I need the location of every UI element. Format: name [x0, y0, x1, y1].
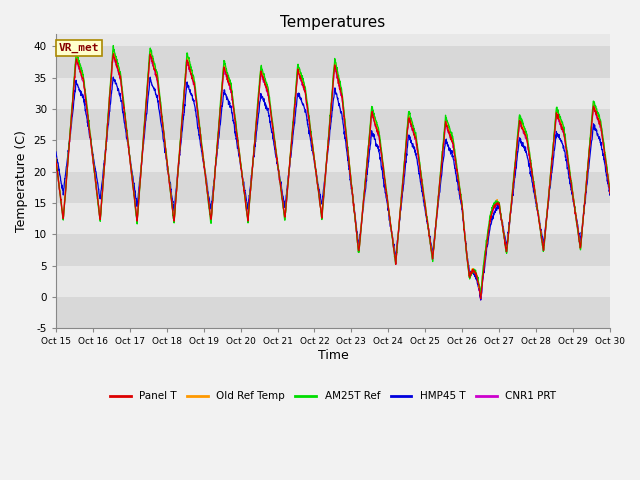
Bar	[56, 266, 610, 297]
HMP45 T	[498, 217, 506, 223]
Panel T	[582, 183, 590, 189]
Panel T	[156, 92, 163, 98]
Bar	[56, 15, 610, 47]
AM25T Ref	[498, 218, 506, 224]
Panel T	[339, 98, 346, 104]
Old Ref Temp	[606, 189, 614, 195]
AM25T Ref	[204, 188, 211, 193]
AM25T Ref	[109, 43, 117, 48]
CNR1 PRT	[339, 99, 346, 105]
Panel T	[498, 217, 506, 223]
Bar	[56, 78, 610, 109]
Line: Panel T: Panel T	[56, 54, 610, 299]
Bar	[56, 141, 610, 172]
Bar	[56, 109, 610, 141]
Panel T	[109, 51, 117, 57]
Old Ref Temp	[204, 187, 211, 192]
Bar	[56, 47, 610, 78]
Old Ref Temp	[582, 182, 590, 188]
Old Ref Temp	[52, 155, 60, 161]
Line: CNR1 PRT: CNR1 PRT	[56, 54, 610, 300]
Text: VR_met: VR_met	[59, 43, 99, 53]
CNR1 PRT	[396, 209, 404, 215]
HMP45 T	[477, 297, 484, 303]
AM25T Ref	[156, 87, 163, 93]
AM25T Ref	[477, 291, 484, 297]
Bar	[56, 203, 610, 234]
CNR1 PRT	[606, 189, 614, 195]
CNR1 PRT	[498, 218, 506, 224]
Legend: Panel T, Old Ref Temp, AM25T Ref, HMP45 T, CNR1 PRT: Panel T, Old Ref Temp, AM25T Ref, HMP45 …	[106, 387, 560, 406]
Y-axis label: Temperature (C): Temperature (C)	[15, 130, 28, 232]
Line: Old Ref Temp: Old Ref Temp	[56, 51, 610, 296]
Old Ref Temp	[396, 209, 404, 215]
Panel T	[396, 209, 404, 215]
HMP45 T	[204, 184, 211, 190]
HMP45 T	[339, 117, 346, 122]
AM25T Ref	[582, 182, 590, 188]
HMP45 T	[606, 191, 614, 197]
AM25T Ref	[396, 209, 404, 215]
Bar	[56, 234, 610, 266]
HMP45 T	[109, 74, 117, 80]
Line: HMP45 T: HMP45 T	[56, 77, 610, 300]
Old Ref Temp	[109, 48, 117, 54]
CNR1 PRT	[477, 297, 484, 303]
CNR1 PRT	[204, 189, 211, 194]
HMP45 T	[156, 108, 163, 113]
Panel T	[52, 156, 60, 162]
AM25T Ref	[52, 156, 60, 162]
Old Ref Temp	[339, 95, 346, 100]
HMP45 T	[52, 149, 60, 155]
HMP45 T	[582, 189, 590, 195]
HMP45 T	[396, 211, 404, 216]
Panel T	[477, 296, 484, 301]
CNR1 PRT	[109, 51, 117, 57]
Bar	[56, 297, 610, 328]
Panel T	[606, 191, 614, 196]
Line: AM25T Ref: AM25T Ref	[56, 46, 610, 294]
Bar	[56, 172, 610, 203]
Old Ref Temp	[156, 91, 163, 96]
Old Ref Temp	[498, 217, 506, 223]
CNR1 PRT	[52, 156, 60, 162]
Title: Temperatures: Temperatures	[280, 15, 385, 30]
AM25T Ref	[606, 188, 614, 193]
Panel T	[204, 188, 211, 193]
X-axis label: Time: Time	[317, 349, 348, 362]
Old Ref Temp	[477, 293, 484, 299]
CNR1 PRT	[582, 185, 590, 191]
CNR1 PRT	[156, 94, 163, 100]
AM25T Ref	[339, 93, 346, 99]
